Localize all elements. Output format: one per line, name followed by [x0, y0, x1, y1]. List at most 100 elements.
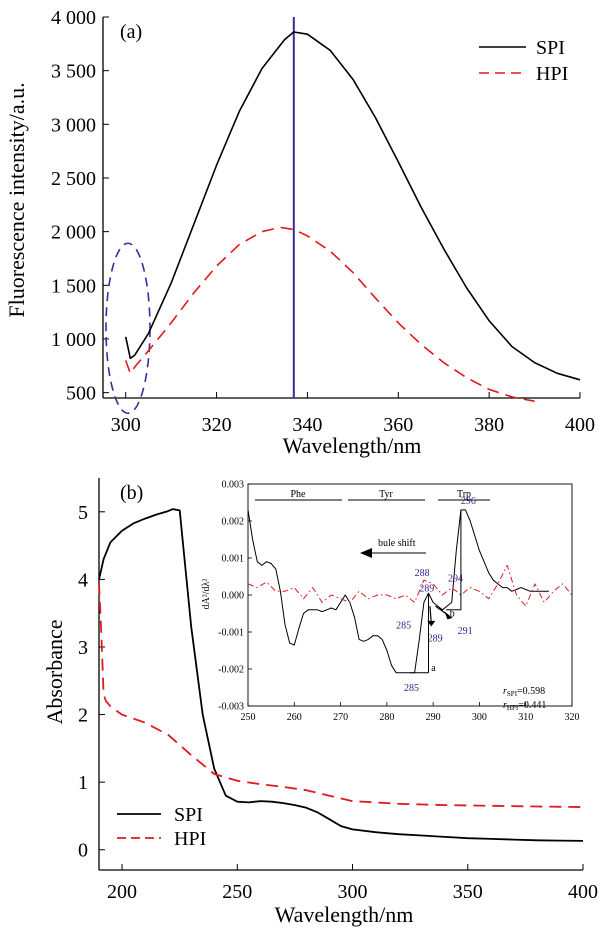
panel-a-x-tick-label: 300 [111, 414, 141, 436]
panel-a-y-tick-label: 3 500 [51, 61, 96, 83]
inset-annotations: 296 294 288 289 285 289 291 285 a b [396, 496, 476, 694]
peak-label: 294 [448, 574, 463, 585]
panel-a-x-tick-label: 400 [565, 414, 595, 436]
panel-b-y-title: Absorbance [42, 619, 67, 724]
peak-label: 289 [428, 633, 443, 644]
panel-b-x-tick-label: 400 [568, 881, 598, 903]
inset-line-spi [247, 509, 549, 674]
inset-x-tick-label: 320 [565, 712, 580, 723]
inset-y-tick-label: -0.003 [218, 702, 244, 713]
bracket-a-label: a [431, 663, 436, 674]
panel-a-y-tick-label: 4 000 [51, 7, 96, 29]
inset-y-title: dA²/dλ² [201, 579, 212, 610]
panel-a-y-tick-label: 2 500 [51, 168, 96, 190]
r-hpi-text: rHPI=0.441 [503, 700, 546, 712]
panel-b-y-tick-label: 0 [78, 840, 88, 862]
r-hpi-prefix: r [503, 700, 507, 711]
inset-x-tick-label: 270 [333, 712, 348, 723]
panel-a-legend-hpi-label: HPI [536, 63, 568, 85]
panel-b-x-tick-label: 350 [453, 881, 483, 903]
r-spi-text: rSPI=0.598 [503, 686, 545, 698]
panel-b-series [98, 508, 584, 842]
panel-b-legend-hpi-label: HPI [174, 828, 206, 850]
panel-a: 300 320 340 360 380 400 500 1 000 1 500 2 000 2 50… [4, 7, 595, 458]
shift-arrowhead-289 [427, 620, 436, 627]
panel-b-x-title: Wavelength/nm [275, 902, 414, 927]
inset-line-hpi [247, 564, 573, 607]
inset-regions: Phe Tyr Trp [255, 489, 490, 501]
panel-b-y-tick-label: 2 [78, 705, 88, 727]
inset-x-tick-label: 280 [379, 712, 394, 723]
panel-b-line-spi [98, 508, 584, 842]
peak-label: 296 [461, 496, 476, 507]
panel-a-y-tick-label: 1 500 [51, 275, 96, 297]
shift-arrowhead-291 [444, 611, 453, 620]
shift-arrow-289 [429, 606, 432, 623]
panel-a-y-tick-label: 500 [66, 383, 96, 405]
panel-a-legend-spi-label: SPI [536, 37, 565, 59]
peak-label: 288 [415, 568, 430, 579]
panel-a-y-tick-label: 2 000 [51, 222, 96, 244]
inset-y-tick-label: 0.002 [222, 517, 245, 528]
panel-b-line-hpi [98, 582, 584, 808]
panel-a-label: (a) [120, 21, 142, 43]
panel-a-y-tick-label: 3 000 [51, 114, 96, 136]
inset-ticks: 250 260 270 280 290 300 310 320 -0.003 -0.002 -0.0… [218, 480, 579, 724]
panel-a-x-tick-label: 320 [202, 414, 232, 436]
inset-x-tick-label: 250 [241, 712, 256, 723]
blue-shift-arrowhead [360, 548, 372, 558]
panel-b-y-tick-label: 4 [78, 569, 88, 591]
inset-y-tick-label: -0.002 [218, 665, 244, 676]
peak-label: 285 [404, 683, 419, 694]
panel-a-series [124, 31, 581, 402]
region-phe-label: Phe [291, 489, 307, 500]
inset-series [247, 509, 573, 674]
panel-b-x-tick-label: 200 [107, 881, 137, 903]
peak-label: 291 [458, 626, 473, 637]
inset-y-tick-label: -0.001 [218, 628, 244, 639]
inset-x-tick-label: 260 [287, 712, 302, 723]
panel-a-x-tick-label: 380 [474, 414, 504, 436]
panel-a-y-tick-label: 1 000 [51, 329, 96, 351]
r-spi-value: =0.598 [517, 686, 545, 697]
panel-a-x-title: Wavelength/nm [283, 433, 422, 458]
r-hpi-sub: HPI [507, 704, 519, 712]
panel-b-y-tick-label: 3 [78, 637, 88, 659]
blue-shift-arrow: bule shift [360, 538, 426, 558]
panel-b-legend: SPI HPI [117, 804, 206, 850]
inset-x-tick-label: 290 [426, 712, 441, 723]
panel-a-x-tick-label: 360 [383, 414, 413, 436]
inset-x-tick-label: 310 [518, 712, 533, 723]
panel-a-line-spi [124, 31, 581, 381]
panel-b-ticks: 200 250 300 350 400 0 1 2 3 4 5 [78, 502, 598, 903]
region-tyr-label: Tyr [379, 489, 393, 500]
r-hpi-value: =0.441 [518, 700, 546, 711]
panel-b-y-tick-label: 1 [78, 772, 88, 794]
panel-b-y-tick-label: 5 [78, 502, 88, 524]
panel-a-x-tick-label: 340 [292, 414, 322, 436]
panel-b-label: (b) [120, 482, 143, 504]
bracket-b-label: b [450, 608, 455, 619]
inset-y-tick-label: 0.000 [222, 591, 245, 602]
panel-b-x-tick-label: 300 [338, 881, 368, 903]
inset-y-tick-label: 0.003 [222, 480, 245, 491]
panel-a-legend: SPI HPI [479, 37, 568, 85]
blue-shift-label: bule shift [378, 538, 416, 549]
panel-b-x-tick-label: 250 [222, 881, 252, 903]
r-spi-sub: SPI [507, 690, 518, 698]
panel-a-y-title: Fluorescence intensity/a.u. [4, 82, 29, 317]
peak-label: 289 [419, 583, 434, 594]
region-trp-label: Trp [457, 489, 471, 500]
panel-b-legend-spi-label: SPI [174, 804, 203, 826]
r-spi-prefix: r [503, 686, 507, 697]
panel-a-ticks: 300 320 340 360 380 400 500 1 000 1 500 2 000 2 50… [51, 7, 595, 436]
panel-a-line-hpi [124, 226, 535, 402]
correlation-text: rSPI=0.598 rHPI=0.441 [503, 686, 546, 712]
inset-chart: 250 260 270 280 290 300 310 320 -0.003 -0.002 -0.0… [201, 480, 580, 724]
peak-label: 285 [396, 620, 411, 631]
inset-frame [247, 483, 573, 707]
inset-x-tick-label: 300 [472, 712, 487, 723]
